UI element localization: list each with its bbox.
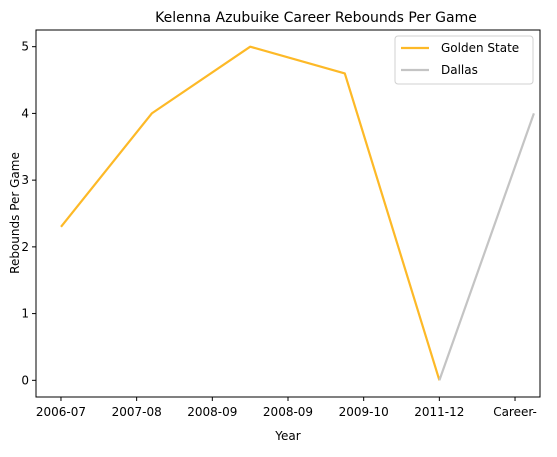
- y-tick-label: 3: [21, 173, 29, 187]
- x-tick-label: 2008-09: [187, 405, 237, 419]
- plot-frame: [36, 30, 540, 397]
- x-tick-label: 2008-09: [263, 405, 313, 419]
- y-tick-label: 5: [21, 40, 29, 54]
- series-line-0: [61, 47, 439, 381]
- legend-label-1: Dallas: [441, 63, 478, 77]
- y-axis-ticks: 0 1 2 3 4 5: [21, 40, 36, 388]
- x-tick-label: Career-: [493, 405, 537, 419]
- x-tick-label: 2007-08: [112, 405, 162, 419]
- x-tick-label: 2006-07: [36, 405, 86, 419]
- y-tick-label: 2: [21, 240, 29, 254]
- series-layer: [61, 47, 534, 381]
- x-tick-label: 2009-10: [339, 405, 389, 419]
- y-tick-label: 4: [21, 106, 29, 120]
- y-tick-label: 0: [21, 373, 29, 387]
- legend-label-0: Golden State: [441, 41, 519, 55]
- x-tick-label: 2011-12: [414, 405, 464, 419]
- legend: Golden State Dallas: [395, 36, 533, 84]
- y-axis-label: Rebounds Per Game: [8, 152, 22, 274]
- series-line-1: [439, 113, 534, 380]
- chart-title: Kelenna Azubuike Career Rebounds Per Gam…: [155, 10, 477, 26]
- x-axis-ticks: 2006-07 2007-08 2008-09 2008-09 2009-10 2011-…: [36, 397, 537, 419]
- y-tick-label: 1: [21, 307, 29, 321]
- x-axis-label: Year: [274, 429, 300, 443]
